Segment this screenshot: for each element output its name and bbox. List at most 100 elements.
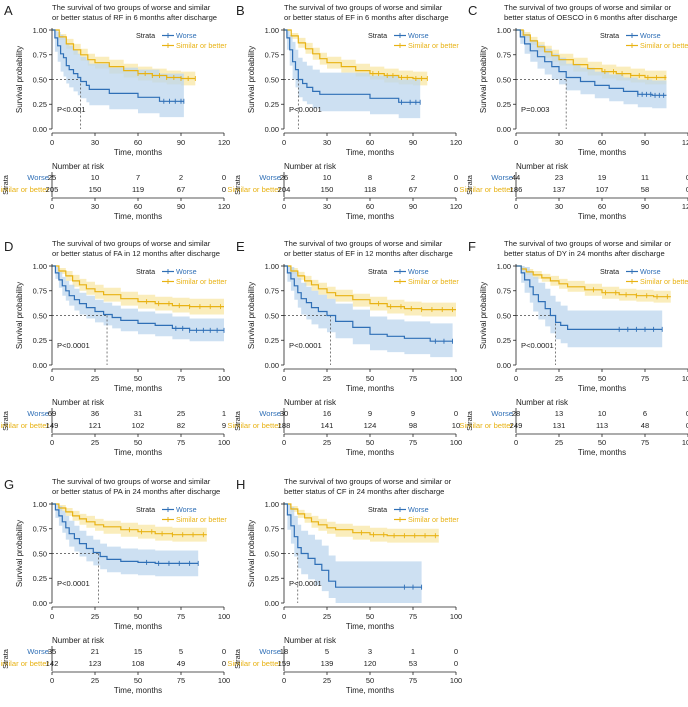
km-curve-worse (516, 29, 667, 96)
x-tick-label: 0 (282, 374, 286, 383)
chart-title-line1: The survival of two groups of worse and … (52, 477, 211, 486)
x-tick-label: 0 (514, 374, 518, 383)
risk-table-title: Number at risk (284, 398, 337, 407)
y-tick-label: 0.50 (265, 311, 279, 320)
y-tick-label: 0.00 (265, 361, 279, 370)
risk-count-worse: 9 (368, 409, 372, 418)
panel-letter: C (468, 3, 477, 18)
risk-x-tick-label: 120 (682, 202, 688, 211)
km-curve-worse (284, 265, 453, 342)
risk-strata-label: Strata (1, 410, 10, 431)
risk-count-worse: 1 (411, 647, 415, 656)
risk-table-title: Number at risk (52, 398, 105, 407)
x-tick-label: 0 (514, 138, 518, 147)
risk-count-similar: 0 (686, 185, 688, 194)
x-tick-label: 100 (218, 374, 230, 383)
risk-count-worse: 2 (179, 173, 183, 182)
km-curve-worse (52, 503, 199, 564)
x-tick-label: 120 (682, 138, 688, 147)
km-curve-similar (284, 29, 428, 80)
legend-strata-label: Strata (136, 31, 155, 40)
risk-count-similar: 107 (596, 185, 609, 194)
y-tick-label: 0.75 (497, 51, 511, 60)
x-tick-label: 75 (177, 612, 185, 621)
risk-strata-label: Strata (1, 174, 10, 195)
y-axis-label: Survival probability (15, 282, 24, 349)
risk-count-similar: 150 (321, 185, 334, 194)
risk-x-tick-label: 75 (409, 676, 417, 685)
risk-count-similar: 108 (132, 659, 145, 668)
y-axis-label: Survival probability (247, 520, 256, 587)
km-panel-G: G The survival of two groups of worse and… (0, 477, 230, 695)
legend-strata-label: Strata (368, 505, 387, 514)
x-tick-label: 50 (134, 612, 142, 621)
risk-x-tick-label: 100 (450, 676, 462, 685)
ci-band-worse (284, 266, 453, 358)
y-tick-label: 0.25 (33, 336, 47, 345)
legend-strata-label: Strata (600, 31, 619, 40)
x-tick-label: 30 (323, 138, 331, 147)
risk-x-axis-label: Time, months (578, 448, 626, 457)
y-axis-label: Survival probability (247, 46, 256, 113)
y-tick-label: 1.00 (265, 262, 279, 271)
x-axis-label: Time, months (578, 148, 626, 157)
risk-x-tick-label: 25 (91, 676, 99, 685)
risk-x-tick-label: 30 (555, 202, 563, 211)
x-tick-label: 100 (682, 374, 688, 383)
y-tick-label: 0.00 (497, 361, 511, 370)
x-tick-label: 120 (450, 138, 462, 147)
y-tick-label: 0.75 (265, 51, 279, 60)
risk-x-tick-label: 90 (177, 202, 185, 211)
risk-x-tick-label: 25 (555, 438, 563, 447)
risk-x-tick-label: 25 (323, 438, 331, 447)
ci-band-worse (284, 504, 422, 603)
risk-count-similar: 10 (452, 421, 460, 430)
risk-x-tick-label: 50 (366, 676, 374, 685)
risk-count-worse: 10 (323, 173, 331, 182)
x-axis-label: Time, months (346, 148, 394, 157)
risk-row-label-similar: Similar or better (459, 421, 513, 430)
x-tick-label: 0 (50, 612, 54, 621)
risk-x-tick-label: 100 (682, 438, 688, 447)
risk-x-tick-label: 100 (218, 438, 230, 447)
risk-count-similar: 0 (222, 185, 226, 194)
x-tick-label: 25 (555, 374, 563, 383)
risk-row-label-worse: Worse (27, 647, 49, 656)
risk-x-tick-label: 0 (50, 438, 54, 447)
p-value: P<0.0001 (521, 341, 554, 350)
risk-row-label-similar: Similar or better (0, 421, 49, 430)
risk-row-label-similar: Similar or better (227, 421, 281, 430)
risk-x-tick-label: 0 (50, 676, 54, 685)
x-tick-label: 50 (598, 374, 606, 383)
km-curve-similar (52, 503, 207, 536)
risk-strata-label: Strata (233, 174, 242, 195)
y-tick-label: 0.25 (497, 336, 511, 345)
chart-title-line1: The survival of two groups of worse and … (284, 477, 452, 486)
x-axis-label: Time, months (578, 384, 626, 393)
p-value: P<0.001 (57, 105, 86, 114)
ci-band-similar (284, 266, 456, 317)
y-tick-label: 0.50 (33, 311, 47, 320)
chart-title-line1: The survival of two groups of worse and … (52, 239, 211, 248)
risk-count-similar: 137 (553, 185, 566, 194)
y-tick-label: 0.00 (497, 125, 511, 134)
x-tick-label: 25 (323, 374, 331, 383)
legend-strata-label: Strata (136, 505, 155, 514)
risk-row-label-similar: Similar or better (0, 659, 49, 668)
risk-table-title: Number at risk (284, 162, 337, 171)
y-tick-label: 1.00 (33, 262, 47, 271)
chart-title-line2: better status of CF in 24 months after d… (284, 487, 444, 496)
risk-count-similar: 118 (364, 185, 376, 194)
legend-label-worse: Worse (408, 31, 429, 40)
y-axis-label: Survival probability (479, 46, 488, 113)
y-axis-label: Survival probability (15, 46, 24, 113)
legend-label-similar: Similar or better (640, 277, 688, 286)
risk-count-worse: 9 (411, 409, 415, 418)
risk-x-tick-label: 60 (366, 202, 374, 211)
x-tick-label: 100 (450, 374, 462, 383)
panel-letter: D (4, 239, 13, 254)
legend-label-worse: Worse (408, 505, 429, 514)
chart-title-line2: or better status of EF in 6 months after… (284, 13, 449, 22)
km-curve-worse (284, 29, 421, 103)
